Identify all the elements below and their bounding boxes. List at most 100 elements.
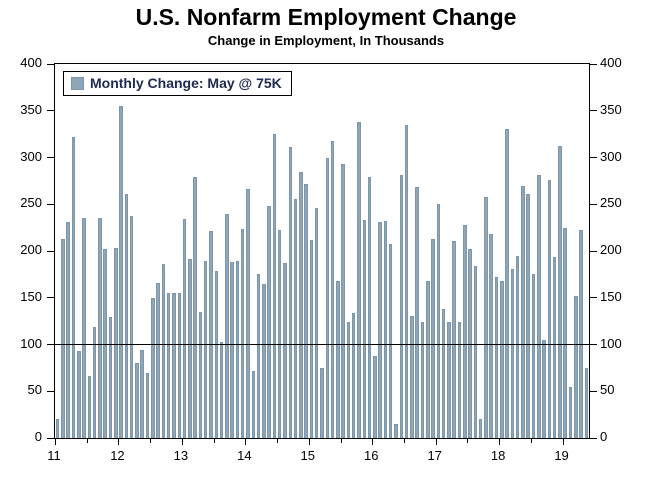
x-axis-minor-tick [86, 438, 88, 443]
x-axis-minor-tick [403, 438, 405, 443]
x-axis-major-tick [435, 438, 437, 445]
chart-subtitle: Change in Employment, In Thousands [207, 33, 445, 48]
ytick-right [590, 250, 597, 252]
bar [357, 121, 361, 438]
bar [145, 373, 150, 438]
x-axis-major-tick [499, 438, 501, 445]
bar [209, 231, 213, 438]
x-axis-major-tick [181, 438, 183, 445]
ytick-right [590, 437, 597, 439]
x-axis-minor-tick [530, 438, 532, 443]
bar [156, 282, 160, 438]
bar [510, 268, 515, 438]
legend-box: Monthly Change: May @ 75K [63, 71, 292, 96]
bar [55, 419, 60, 438]
y-axis-label-right: 300 [600, 148, 622, 164]
y-axis-label-left: 0 [34, 429, 42, 444]
bar [82, 218, 86, 438]
bar [383, 221, 388, 438]
bar [98, 218, 102, 438]
ytick-left [47, 157, 54, 158]
ytick-right [590, 203, 597, 205]
y-axis-label-right: 250 [600, 195, 622, 211]
x-axis-major-tick [245, 438, 247, 445]
bar [463, 224, 467, 438]
bar [87, 376, 92, 438]
bar [203, 261, 208, 438]
bar [246, 189, 250, 438]
x-axis-major-tick [372, 438, 374, 445]
x-axis-minor-tick [277, 438, 279, 443]
x-axis-minor-tick [467, 438, 469, 443]
bar [526, 193, 530, 438]
bar [547, 179, 552, 438]
bar [336, 280, 340, 438]
bar [410, 315, 414, 438]
bar [140, 350, 144, 438]
ytick-left [47, 390, 54, 392]
ytick-right [590, 157, 597, 158]
bar [293, 198, 298, 438]
bar [304, 183, 308, 438]
bar [193, 177, 197, 438]
bar [320, 367, 324, 438]
bar [166, 293, 171, 438]
ytick-right [590, 344, 597, 345]
x-axis-year-label: 12 [110, 448, 125, 463]
plot-area: Monthly Change: May @ 75K [47, 63, 597, 445]
bar [378, 222, 382, 438]
bar [367, 177, 372, 438]
bar [484, 196, 488, 438]
x-axis-year-label: 18 [490, 448, 506, 463]
bar [177, 293, 181, 438]
bar [441, 308, 446, 438]
ytick-right [590, 390, 597, 392]
x-axis-major-tick [562, 438, 564, 445]
y-axis-label-right: 150 [600, 288, 622, 304]
x-axis-major-tick [55, 438, 56, 445]
bar [399, 175, 404, 438]
bar [66, 222, 70, 438]
bar [135, 363, 139, 438]
x-axis-year-label: 19 [554, 448, 569, 463]
bar [388, 243, 393, 438]
bar [251, 370, 256, 438]
x-axis-year-label: 14 [237, 448, 252, 463]
legend-label: Monthly Change: May @ 75K [90, 75, 282, 91]
bar [108, 317, 113, 438]
x-axis-minor-tick [340, 438, 342, 443]
bar [330, 140, 335, 438]
bar [457, 322, 462, 438]
x-axis-minor-tick [150, 438, 152, 443]
x-axis-major-tick [308, 438, 310, 445]
bar [129, 216, 134, 438]
bar [151, 297, 155, 438]
bar [500, 280, 504, 438]
y-axis-label-left: 400 [20, 55, 42, 70]
bar [256, 274, 261, 438]
bar [494, 277, 499, 438]
bar [235, 261, 240, 438]
bar [404, 124, 409, 438]
bar [71, 136, 76, 438]
bar [325, 157, 330, 438]
bar [426, 280, 430, 438]
y-axis-label-left: 200 [20, 242, 42, 257]
bar [119, 106, 123, 438]
bar [182, 219, 187, 438]
bar [103, 249, 107, 438]
bar [552, 256, 557, 438]
bar [77, 351, 81, 438]
bar [505, 129, 509, 438]
bar [267, 206, 271, 438]
bar [436, 204, 441, 438]
bar [346, 322, 351, 438]
y-axis-label-right: 100 [600, 335, 622, 351]
bar [214, 270, 218, 438]
bar [351, 312, 356, 438]
ytick-left [47, 250, 54, 252]
bar [521, 185, 525, 438]
bar [447, 322, 451, 438]
x-axis-year-label: 17 [427, 448, 442, 463]
